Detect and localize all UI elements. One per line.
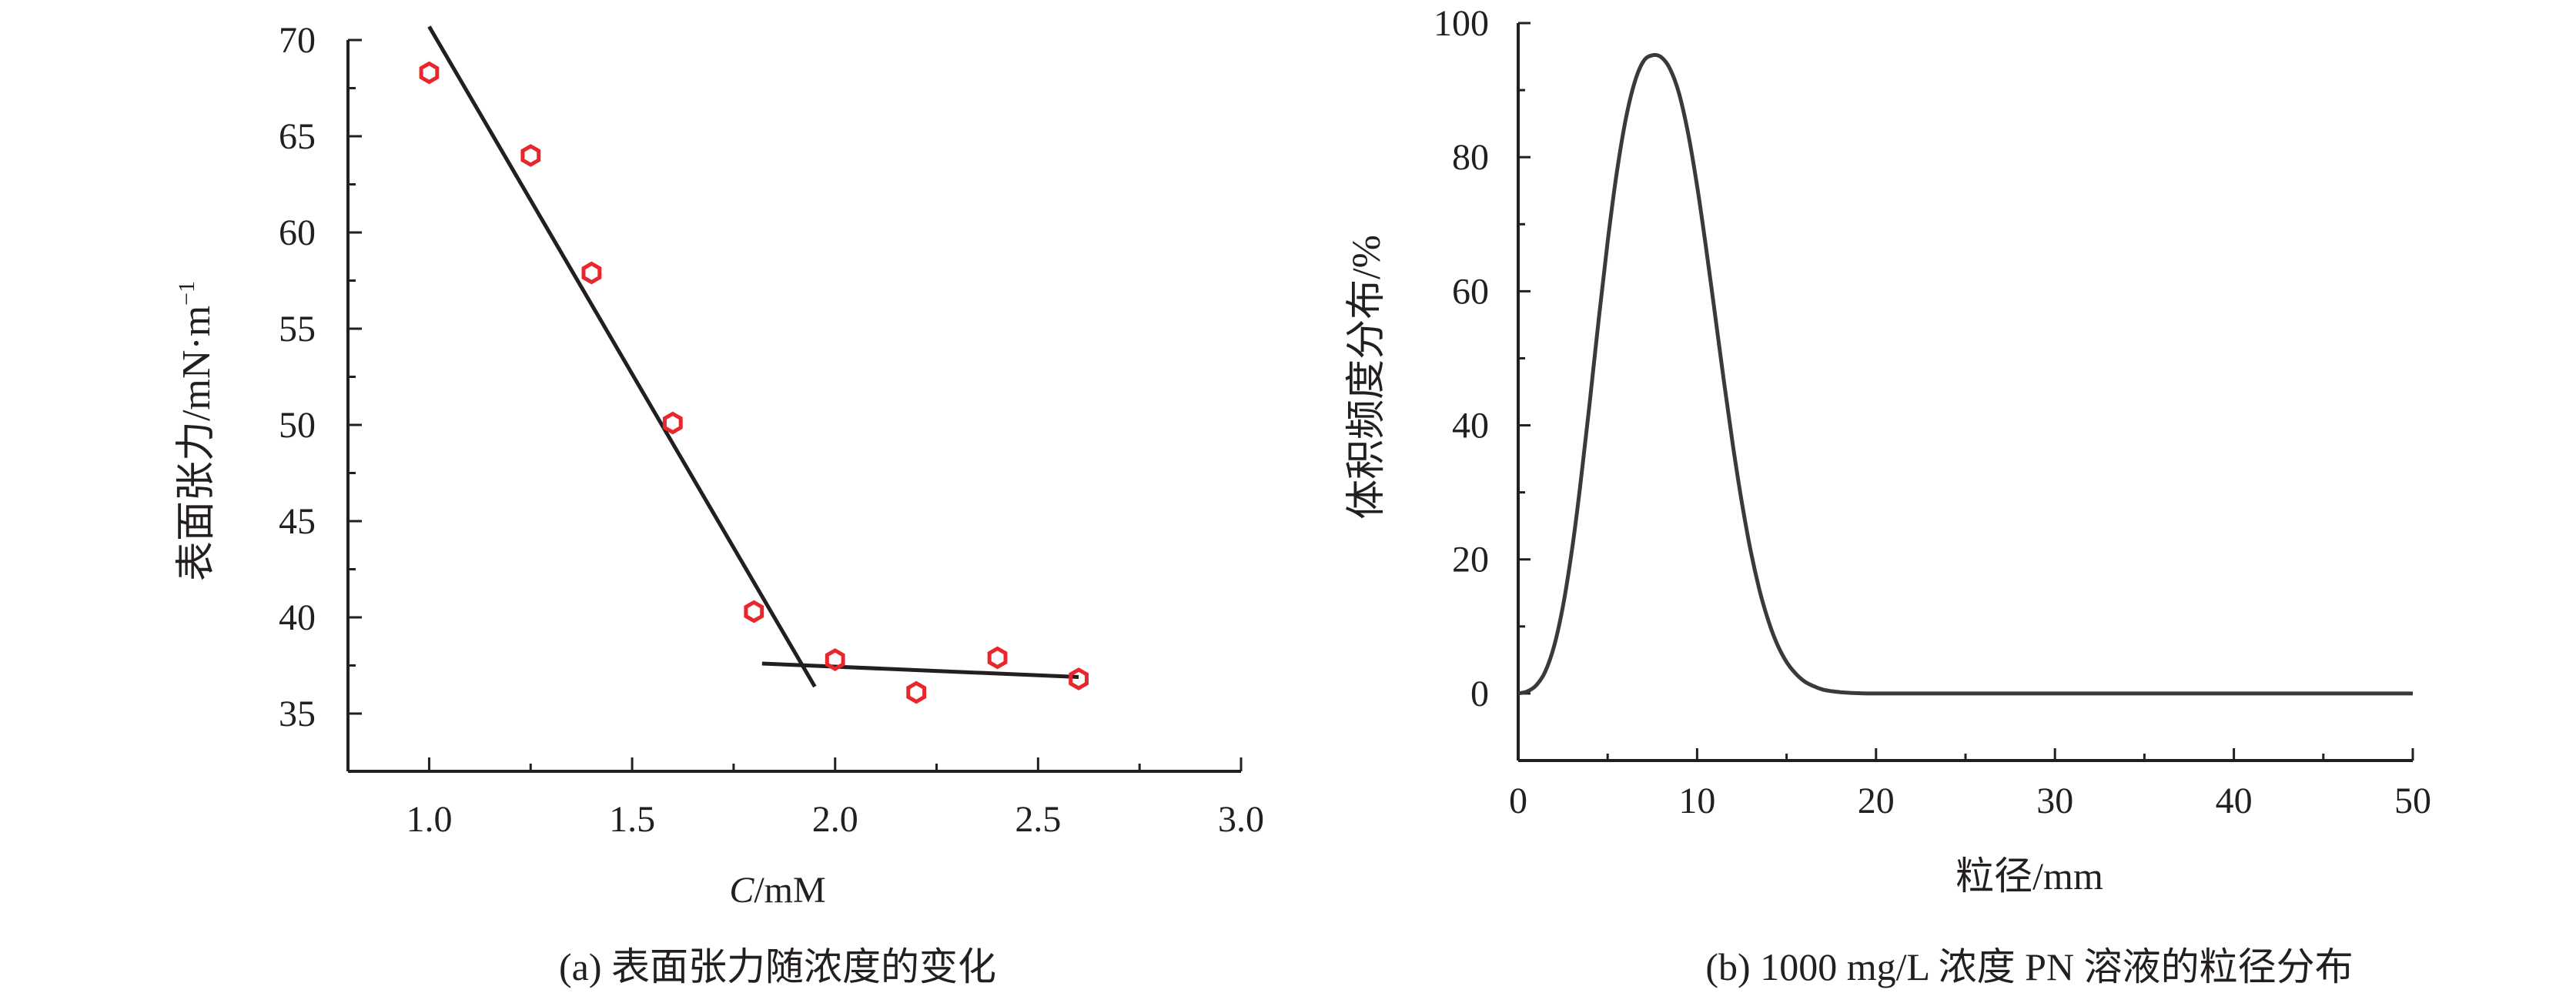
y-tick-label: 0 bbox=[1470, 674, 1489, 714]
tick-marks bbox=[1517, 22, 2414, 761]
y-tick-label: 65 bbox=[279, 116, 316, 157]
x-axis-label-italic: C bbox=[729, 870, 754, 911]
hexagon-marker bbox=[419, 61, 440, 85]
y-tick-label: 20 bbox=[1452, 540, 1489, 580]
y-tick-label: 60 bbox=[1452, 271, 1489, 312]
x-axis-label: C/mM bbox=[729, 870, 825, 911]
hexagon-marker bbox=[906, 680, 927, 704]
x-tick-label: 50 bbox=[2394, 781, 2431, 821]
hexagon-marker bbox=[520, 144, 541, 167]
data-points bbox=[419, 61, 1089, 704]
hexagon-marker bbox=[744, 600, 764, 624]
y-tick-label: 40 bbox=[279, 597, 316, 638]
particle-size-chart: 0 20 40 60 80 100 0 10 20 30 40 50 粒径/mm 体积频度分布/% (… bbox=[1345, 3, 2431, 988]
y-tick-label: 50 bbox=[279, 405, 316, 446]
y-tick-label: 55 bbox=[279, 309, 316, 349]
hexagon-marker bbox=[825, 648, 845, 671]
panel-b-caption: (b) 1000 mg/L 浓度 PN 溶液的粒径分布 bbox=[1705, 945, 2353, 988]
x-axis-label-unit: /mM bbox=[754, 870, 825, 911]
fit-lines bbox=[427, 25, 1079, 688]
chart-axes bbox=[346, 40, 1241, 773]
panel-a-caption: (a) 表面张力随浓度的变化 bbox=[559, 945, 996, 988]
y-axis-label: 体积频度分布/% bbox=[1345, 235, 1389, 520]
x-axis-label: 粒径/mm bbox=[1955, 854, 2103, 898]
surface-tension-chart: 35 40 45 50 55 60 65 70 1.0 1.5 2.0 2.5 3.0 C/mM 表面张… bbox=[174, 20, 1264, 988]
tick-labels: 35 40 45 50 55 60 65 70 1.0 1.5 2.0 2.5 3.0 bbox=[279, 20, 1264, 840]
y-tick-label: 100 bbox=[1434, 3, 1489, 44]
x-tick-label: 1.0 bbox=[406, 799, 452, 840]
y-tick-label: 35 bbox=[279, 694, 316, 734]
hexagon-marker bbox=[662, 411, 683, 435]
x-tick-label: 20 bbox=[1858, 781, 1895, 821]
hexagon-marker bbox=[1069, 667, 1089, 690]
x-tick-label: 2.5 bbox=[1015, 799, 1061, 840]
y-axis-label-superscript: −1 bbox=[174, 281, 199, 306]
y-axis-label-text: 表面张力/mN·m bbox=[175, 306, 219, 581]
y-tick-label: 80 bbox=[1452, 137, 1489, 178]
x-tick-label: 3.0 bbox=[1218, 799, 1264, 840]
x-tick-label: 0 bbox=[1509, 781, 1527, 821]
chart-axes bbox=[1517, 23, 2413, 762]
tick-labels: 0 20 40 60 80 100 0 10 20 30 40 50 bbox=[1434, 3, 2431, 821]
y-tick-label: 70 bbox=[279, 20, 316, 61]
distribution-curve bbox=[1517, 52, 2413, 696]
hexagon-marker bbox=[987, 646, 1008, 670]
x-tick-label: 1.5 bbox=[609, 799, 655, 840]
y-tick-label: 60 bbox=[279, 212, 316, 253]
fit-line bbox=[427, 25, 817, 688]
y-tick-label: 45 bbox=[279, 501, 316, 542]
x-tick-label: 30 bbox=[2036, 781, 2073, 821]
x-tick-label: 10 bbox=[1678, 781, 1715, 821]
tick-marks bbox=[348, 38, 1243, 771]
x-tick-label: 40 bbox=[2216, 781, 2253, 821]
y-axis-label: 表面张力/mN·m−1 bbox=[174, 281, 219, 581]
y-tick-label: 40 bbox=[1452, 406, 1489, 446]
fit-line bbox=[761, 661, 1079, 679]
x-tick-label: 2.0 bbox=[812, 799, 858, 840]
hexagon-marker bbox=[581, 261, 602, 285]
